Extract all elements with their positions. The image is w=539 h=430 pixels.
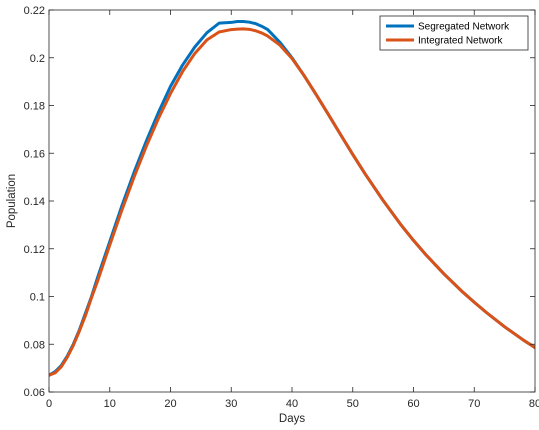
y-tick-label: 0.06 — [24, 387, 45, 399]
x-tick-label: 50 — [347, 398, 359, 410]
y-tick-label: 0.2 — [30, 53, 45, 65]
x-tick-label: 80 — [529, 398, 539, 410]
y-tick-label: 0.08 — [24, 339, 45, 351]
y-tick-label: 0.22 — [24, 5, 45, 17]
x-tick-label: 20 — [164, 398, 176, 410]
y-tick-label: 0.12 — [24, 244, 45, 256]
axes-layer: 0 10 20 30 40 50 60 70 80 0.06 0.08 0.1 0.12 0.14 0.16… — [24, 5, 539, 410]
legend-label-1: Segregated Network — [418, 22, 510, 33]
legend-label-2: Integrated Network — [418, 36, 503, 47]
y-tick-label: 0.1 — [30, 292, 45, 304]
plot-area — [49, 10, 535, 392]
legend: Segregated Network Integrated Network — [379, 15, 529, 51]
x-tick-label: 30 — [225, 398, 237, 410]
y-tick-label: 0.16 — [24, 148, 45, 160]
x-tick-label: 70 — [468, 398, 480, 410]
x-tick-label: 0 — [46, 398, 52, 410]
y-axis-title: Population — [6, 174, 18, 228]
y-tick-label: 0.14 — [24, 196, 45, 208]
x-axis-title: Days — [279, 413, 305, 425]
series-layer — [49, 19, 535, 377]
x-tick-label: 10 — [104, 398, 116, 410]
x-tick-label: 60 — [407, 398, 419, 410]
x-tick-label: 40 — [286, 398, 298, 410]
y-tick-label: 0.18 — [24, 101, 45, 113]
legend-box — [379, 15, 529, 51]
series-line-2 — [49, 27, 535, 377]
